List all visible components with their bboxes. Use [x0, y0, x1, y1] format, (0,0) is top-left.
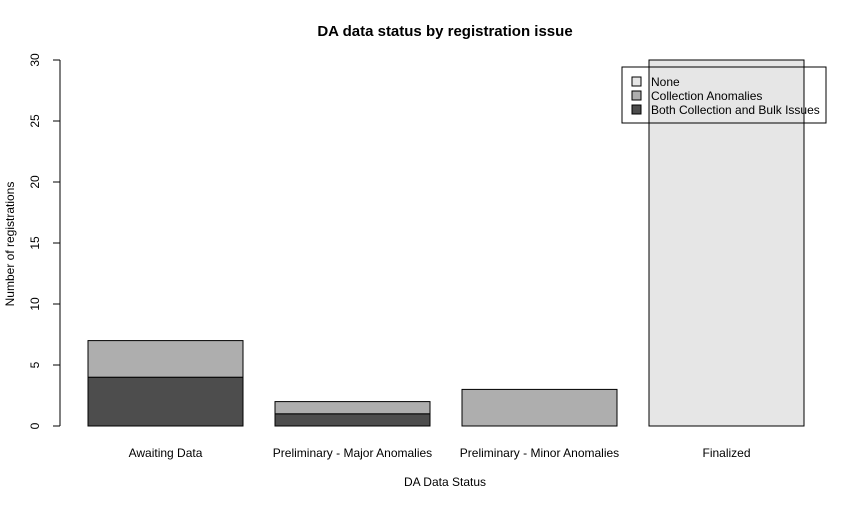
- legend-swatch: [631, 104, 642, 115]
- bar-segment: [87, 340, 244, 378]
- y-tick-label: 15: [28, 236, 42, 250]
- legend-swatch: [631, 76, 642, 87]
- bar-segment: [274, 401, 431, 415]
- bar-segment: [87, 376, 244, 427]
- bar-segment: [274, 413, 431, 427]
- chart-title: DA data status by registration issue: [317, 23, 572, 40]
- x-tick-label: Finalized: [702, 446, 750, 460]
- legend-label: Both Collection and Bulk Issues: [651, 103, 820, 117]
- bar-segment: [461, 388, 618, 427]
- legend-label: None: [651, 75, 680, 89]
- legend-swatch: [631, 90, 642, 101]
- y-tick-label: 10: [28, 297, 42, 311]
- y-axis-title: Number of registrations: [3, 182, 17, 307]
- bars-layer: [87, 59, 805, 427]
- x-axis-title: DA Data Status: [404, 475, 486, 489]
- x-tick-label: Preliminary - Minor Anomalies: [460, 446, 619, 460]
- y-tick-label: 5: [28, 361, 42, 368]
- y-axis: 0 5 10 15 20 25 30: [28, 53, 61, 429]
- x-tick-label: Awaiting Data: [129, 446, 203, 460]
- y-tick-label: 25: [28, 114, 42, 128]
- x-axis-labels: Awaiting Data Preliminary - Major Anomali…: [129, 446, 751, 460]
- legend-box: [621, 66, 827, 124]
- y-tick-label: 0: [28, 422, 42, 429]
- bar-segment: [648, 59, 805, 427]
- y-tick-label: 30: [28, 53, 42, 67]
- y-tick-label: 20: [28, 175, 42, 189]
- x-tick-label: Preliminary - Major Anomalies: [273, 446, 432, 460]
- legend-label: Collection Anomalies: [651, 89, 762, 103]
